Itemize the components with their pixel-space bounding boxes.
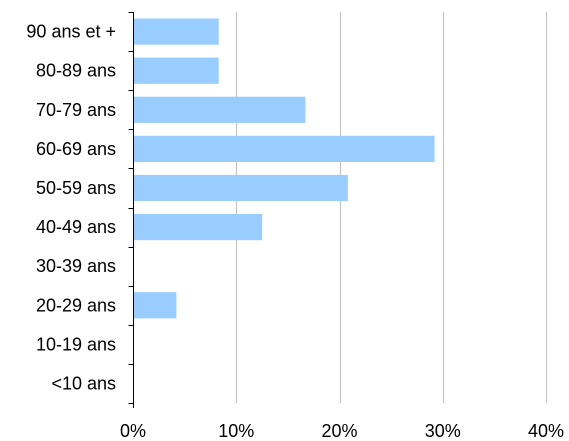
x-tick-label: 30% bbox=[425, 421, 461, 441]
category-label: 30-39 ans bbox=[36, 256, 116, 276]
x-tick-label: 10% bbox=[218, 421, 254, 441]
bar-60-69-ans bbox=[134, 135, 435, 162]
category-label: 80-89 ans bbox=[36, 61, 116, 81]
category-label: 10-19 ans bbox=[36, 334, 116, 354]
category-labels: 90 ans et + 80-89 ans 70-79 ans 60-69 ans 50… bbox=[26, 22, 116, 394]
category-label: 40-49 ans bbox=[36, 217, 116, 237]
axes bbox=[128, 12, 134, 408]
bar-70-79-ans bbox=[134, 96, 306, 123]
x-tick-labels: 0% 10% 20% 30% 40% bbox=[120, 421, 564, 441]
x-tick-label: 0% bbox=[120, 421, 146, 441]
category-label: 70-79 ans bbox=[36, 100, 116, 120]
category-label: 50-59 ans bbox=[36, 178, 116, 198]
grid-lines bbox=[236, 12, 547, 403]
category-label: 90 ans et + bbox=[26, 22, 116, 42]
x-tick-label: 40% bbox=[528, 421, 564, 441]
category-label: 60-69 ans bbox=[36, 139, 116, 159]
category-label: 20-29 ans bbox=[36, 295, 116, 315]
bar-20-29-ans bbox=[134, 292, 177, 319]
bar-50-59-ans bbox=[134, 174, 348, 202]
bars bbox=[134, 18, 435, 319]
bar-40-49-ans bbox=[134, 214, 263, 241]
bar-90-ans-et- bbox=[134, 18, 219, 45]
bar-80-89-ans bbox=[134, 57, 219, 84]
x-tick-label: 20% bbox=[321, 421, 357, 441]
category-label: <10 ans bbox=[51, 374, 116, 394]
